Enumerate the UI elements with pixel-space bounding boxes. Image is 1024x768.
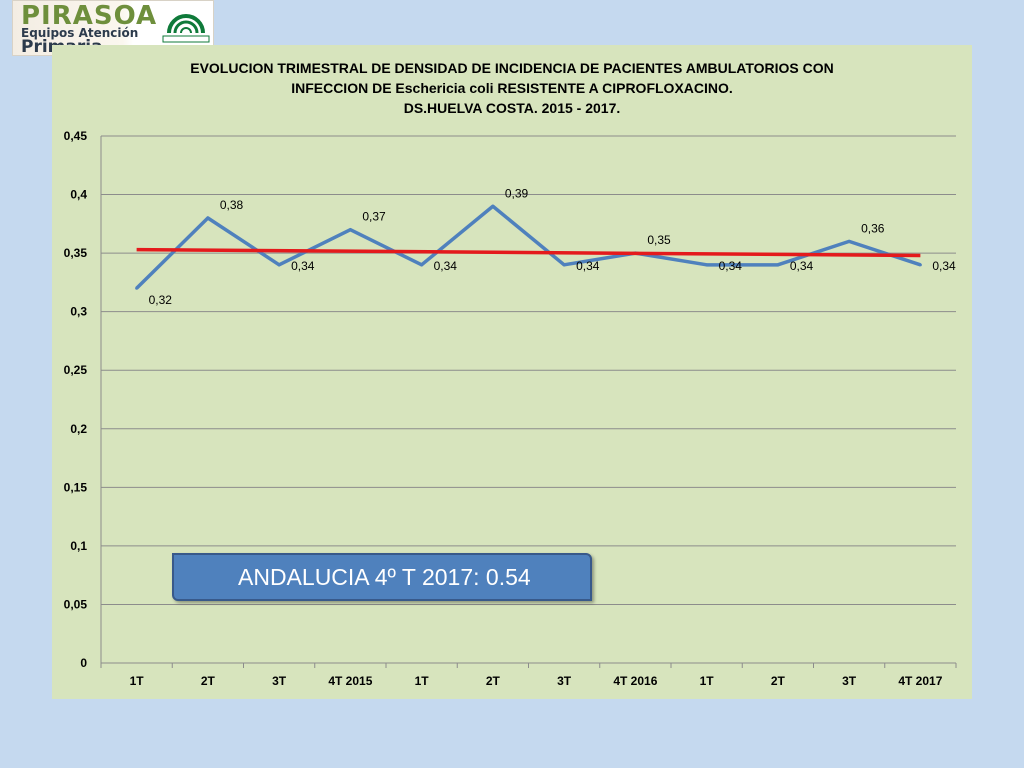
data-point: [705, 263, 709, 267]
y-tick-label: 0: [80, 656, 87, 670]
x-tick-label: 1T: [130, 674, 145, 688]
chart-title-line: DS.HUELVA COSTA. 2015 - 2017.: [404, 100, 621, 116]
data-point: [918, 263, 922, 267]
y-tick-label: 0,05: [64, 597, 88, 611]
x-tick-label: 3T: [842, 674, 857, 688]
x-tick-label: 4T 2016: [613, 674, 657, 688]
data-point: [491, 204, 495, 208]
x-tick-label: 4T 2015: [328, 674, 372, 688]
logo-title: PIRASOA: [21, 1, 158, 31]
data-label: 0,32: [149, 293, 173, 307]
x-tick-label: 1T: [415, 674, 430, 688]
x-tick-label: 3T: [272, 674, 287, 688]
y-tick-label: 0,45: [64, 129, 88, 143]
data-label: 0,34: [576, 259, 600, 273]
x-tick-label: 1T: [700, 674, 715, 688]
logo-subtitle: Equipos Atención: [21, 26, 139, 40]
data-label: 0,34: [932, 259, 956, 273]
data-point: [847, 239, 851, 243]
x-tick-label: 4T 2017: [898, 674, 942, 688]
data-point: [277, 263, 281, 267]
y-tick-label: 0,4: [70, 188, 87, 202]
y-tick-label: 0,35: [64, 246, 88, 260]
data-point: [206, 216, 210, 220]
x-tick-label: 3T: [557, 674, 572, 688]
axes: 0 0,05 0,1 0,15 0,2 0,25 0,3 0,35 0,4 0,45 1T 2T 3T 4…: [64, 129, 957, 688]
chart-title-line: INFECCION DE Eschericia coli RESISTENTE …: [291, 80, 733, 96]
data-label: 0,37: [362, 210, 386, 224]
y-tick-label: 0,1: [70, 539, 87, 553]
pirasoa-logo: PIRASOA Equipos Atención Primaria: [12, 0, 214, 56]
data-point: [348, 228, 352, 232]
data-label: 0,36: [861, 221, 885, 235]
data-point: [420, 263, 424, 267]
x-tick-label: 2T: [486, 674, 501, 688]
data-labels: 0,32 0,38 0,34 0,37 0,34 0,39 0,34 0,35 0,34 0,34…: [149, 186, 956, 307]
data-label: 0,39: [505, 186, 529, 200]
y-tick-label: 0,2: [70, 422, 87, 436]
line-chart: EVOLUCION TRIMESTRAL DE DENSIDAD DE INCI…: [64, 60, 957, 688]
y-tick-label: 0,15: [64, 480, 88, 494]
data-label: 0,38: [220, 198, 244, 212]
x-tick-label: 2T: [201, 674, 216, 688]
trendline: [136, 247, 921, 258]
series-line: [135, 204, 921, 290]
data-point: [135, 286, 139, 290]
chart-title-line: EVOLUCION TRIMESTRAL DE DENSIDAD DE INCI…: [190, 60, 834, 76]
y-tick-label: 0,25: [64, 363, 88, 377]
data-label: 0,35: [647, 233, 671, 247]
series: [135, 204, 922, 290]
x-tick-label: 2T: [771, 674, 786, 688]
data-label: 0,34: [291, 259, 315, 273]
data-label: 0,34: [434, 259, 458, 273]
data-label: 0,34: [790, 259, 814, 273]
andalucia-callout: ANDALUCIA 4º T 2017: 0.54: [172, 553, 592, 601]
data-point: [776, 263, 780, 267]
data-label: 0,34: [719, 259, 743, 273]
y-tick-label: 0,3: [70, 305, 87, 319]
chart-title: EVOLUCION TRIMESTRAL DE DENSIDAD DE INCI…: [190, 60, 834, 116]
data-point: [562, 263, 566, 267]
